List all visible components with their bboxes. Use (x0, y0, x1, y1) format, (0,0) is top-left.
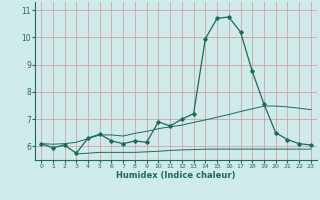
X-axis label: Humidex (Indice chaleur): Humidex (Indice chaleur) (116, 171, 236, 180)
